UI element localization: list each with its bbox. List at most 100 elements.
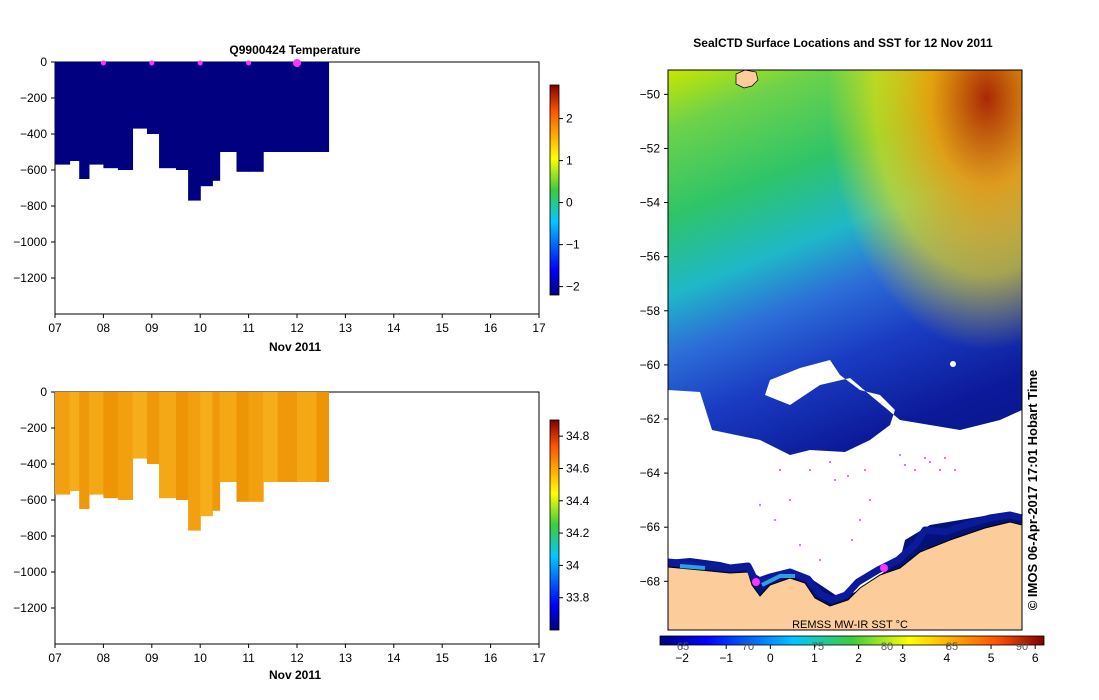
seal-track-dot — [789, 499, 791, 501]
temperature-colorbar-ticks: 2 1 0 −1 −2 — [559, 112, 580, 294]
seal-track-dot — [819, 559, 821, 561]
latitude-tick-label: −56 — [640, 250, 661, 264]
sst-colorbar-tick-label: 1 — [811, 651, 818, 665]
colorbar-tick-label: 34.2 — [566, 526, 590, 540]
profile-column — [236, 62, 250, 172]
sst-colorbar-tick-label: −2 — [675, 651, 689, 665]
seal-track-dot — [834, 479, 836, 481]
sst-map-panel: SealCTD Surface Locations and SST for 12… — [640, 36, 1045, 665]
x-tick-label: 16 — [484, 321, 498, 335]
x-tick-label: 17 — [532, 651, 546, 665]
salinity-colorbar — [549, 419, 560, 631]
latitude-tick-label: −64 — [640, 466, 661, 480]
x-tick-label: 09 — [145, 321, 159, 335]
temperature-surface-markers — [100, 59, 301, 67]
y-tick-label: −400 — [20, 127, 47, 141]
profile-column — [69, 62, 80, 161]
profile-column — [316, 392, 330, 482]
seal-track-dot — [759, 504, 761, 506]
colorbar-tick-label: 34.4 — [566, 494, 590, 508]
x-tick-label: 08 — [97, 321, 111, 335]
profile-column — [263, 392, 279, 482]
temperature-colorbar — [549, 84, 560, 296]
sst-colorbar-tick-label: 2 — [855, 651, 862, 665]
sst-colorbar-ticks: −2 −1 0 1 2 3 4 5 6 — [675, 645, 1039, 665]
float-location-marker — [880, 564, 888, 572]
seal-track-dots — [759, 454, 956, 561]
colorbar-tick-label: 34.6 — [566, 461, 590, 475]
colorbar-tick-label: 1 — [566, 154, 573, 168]
profile-column — [132, 62, 148, 129]
x-tick-label: 12 — [290, 651, 304, 665]
salinity-x-axis: 07 08 09 10 11 12 13 14 15 16 17 — [48, 644, 546, 665]
salinity-data — [55, 392, 330, 531]
longitude-tick-label: 85 — [946, 641, 958, 653]
colorbar-tick-label: 0 — [566, 196, 573, 210]
profile-column — [263, 62, 279, 152]
profile-column — [297, 392, 317, 482]
seal-track-dot — [954, 469, 956, 471]
colorbar-tick-label: 34 — [566, 558, 580, 572]
salinity-y-axis: 0 −200 −400 −600 −800 −1000 −1200 — [13, 385, 55, 615]
x-tick-label: 15 — [436, 321, 450, 335]
float-location-marker — [752, 578, 760, 586]
profile-column — [55, 392, 71, 495]
colorbar-tick-label: −1 — [566, 238, 580, 252]
seal-track-dot — [847, 475, 849, 477]
y-tick-label: −200 — [20, 91, 47, 105]
y-tick-label: −1000 — [13, 565, 47, 579]
temperature-title: Q9900424 Temperature — [229, 43, 361, 57]
profile-column — [79, 62, 90, 179]
y-tick-label: −1200 — [13, 601, 47, 615]
latitude-tick-label: −50 — [640, 87, 661, 101]
seal-track-dot — [809, 469, 811, 471]
x-tick-label: 13 — [339, 651, 353, 665]
latitude-tick-label: −68 — [640, 574, 661, 588]
x-tick-label: 14 — [387, 321, 401, 335]
profile-column — [200, 392, 213, 517]
seal-track-dot — [914, 469, 916, 471]
y-tick-label: −1000 — [13, 235, 47, 249]
x-tick-label: 10 — [194, 651, 208, 665]
profile-column — [248, 62, 264, 172]
x-tick-label: 13 — [339, 321, 353, 335]
seal-track-dot — [851, 539, 853, 541]
sst-map-longitude-ticks: 65 70 75 80 85 90 — [677, 641, 1028, 653]
profile-column — [146, 62, 160, 134]
y-tick-label: −800 — [20, 199, 47, 213]
x-tick-label: 15 — [436, 651, 450, 665]
sst-colorbar-tick-label: 6 — [1032, 651, 1039, 665]
profile-column — [277, 392, 298, 482]
seal-track-dot — [929, 461, 931, 463]
sst-map-title: SealCTD Surface Locations and SST for 12… — [693, 36, 993, 50]
seal-track-dot — [869, 499, 871, 501]
profile-column — [117, 62, 134, 170]
salinity-panel: 0 −200 −400 −600 −800 −1000 −1200 07 08 09 10 11 12… — [13, 385, 589, 682]
sst-colorbar-tick-label: 5 — [988, 651, 995, 665]
seal-track-dot — [939, 469, 941, 471]
y-tick-label: −600 — [20, 493, 47, 507]
latitude-tick-label: −58 — [640, 304, 661, 318]
sst-colorbar — [659, 635, 1045, 646]
temperature-panel: Q9900424 Temperature 0 −200 −400 −600 −800 −1… — [13, 43, 580, 354]
profile-column — [132, 392, 148, 459]
seal-track-dot — [829, 461, 831, 463]
longitude-tick-label: 80 — [881, 641, 893, 653]
profile-column — [316, 62, 330, 152]
y-tick-label: −800 — [20, 529, 47, 543]
temperature-data — [55, 62, 330, 201]
profile-column — [219, 392, 238, 482]
seal-track-dot — [904, 464, 906, 466]
imos-credit: © IMOS 06-Apr-2017 17:01 Hobart Time — [1025, 370, 1040, 611]
longitude-tick-label: 75 — [812, 641, 824, 653]
profile-column — [200, 62, 213, 187]
coastal-cyan-patch — [679, 564, 795, 587]
temperature-x-axis: 07 08 09 10 11 12 13 14 15 16 17 — [48, 314, 546, 335]
x-tick-label: 09 — [145, 651, 159, 665]
profile-column — [88, 62, 104, 165]
coastal-cold-band — [667, 511, 1023, 604]
y-tick-label: −200 — [20, 421, 47, 435]
latitude-tick-label: −52 — [640, 141, 661, 155]
profile-column — [103, 62, 119, 169]
colorbar-tick-label: 33.8 — [566, 591, 590, 605]
